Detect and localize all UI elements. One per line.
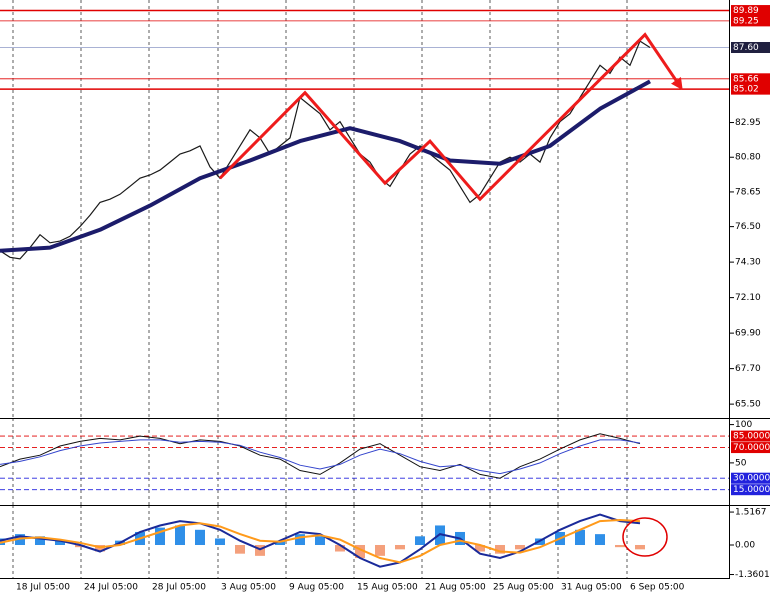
histogram-bar bbox=[215, 538, 225, 545]
y-tick-label: 74.30 bbox=[735, 258, 761, 268]
y-tick-label: 76.50 bbox=[735, 222, 761, 232]
x-tick-label: 21 Aug 05:00 bbox=[425, 583, 486, 593]
moving-average bbox=[0, 79, 651, 253]
histogram-bar bbox=[155, 527, 165, 545]
y-tick-label: 100 bbox=[735, 420, 752, 430]
y-tick-label: 67.70 bbox=[735, 364, 761, 374]
histogram-bar bbox=[595, 534, 605, 545]
last-price-box bbox=[731, 42, 770, 54]
x-tick-label: 31 Aug 05:00 bbox=[561, 583, 622, 593]
histogram-bar bbox=[315, 536, 325, 545]
y-tick-label: 72.10 bbox=[735, 293, 761, 303]
y-tick-label: 78.65 bbox=[735, 187, 761, 197]
level-label: 89.25 bbox=[733, 16, 759, 26]
indicator-line bbox=[0, 433, 641, 479]
level-label: 30.0000 bbox=[733, 474, 770, 484]
level-label-box bbox=[731, 5, 770, 17]
histogram-bar bbox=[35, 536, 45, 545]
level-label: 85.66 bbox=[733, 74, 759, 84]
level-label: 85.02 bbox=[733, 85, 759, 95]
level-label-box bbox=[731, 83, 770, 95]
histogram-bar bbox=[95, 544, 105, 552]
histogram-bar bbox=[475, 544, 485, 552]
histogram-bar bbox=[355, 544, 365, 559]
price-line bbox=[0, 40, 651, 260]
x-tick-label: 28 Jul 05:00 bbox=[152, 583, 206, 593]
y-tick-label: 69.90 bbox=[735, 329, 761, 339]
level-label: 85.0000 bbox=[733, 432, 770, 442]
level-label-box bbox=[731, 472, 770, 484]
y-tick-label: 82.95 bbox=[735, 118, 761, 128]
indicator-line bbox=[0, 439, 641, 475]
histogram-bar bbox=[275, 540, 285, 545]
histogram-bar bbox=[395, 544, 405, 550]
y-tick-label: -1.3601 bbox=[735, 570, 770, 580]
histogram-bar bbox=[75, 544, 85, 548]
histogram-bar bbox=[575, 529, 585, 545]
histogram-bar bbox=[235, 544, 245, 554]
level-label-box bbox=[731, 430, 770, 442]
histogram-bar bbox=[335, 544, 345, 552]
highlight-circle bbox=[622, 517, 668, 557]
histogram-bar bbox=[375, 544, 385, 556]
histogram-bar bbox=[195, 529, 205, 545]
level-label-box bbox=[731, 73, 770, 85]
x-tick-label: 18 Jul 05:00 bbox=[16, 583, 70, 593]
x-tick-label: 3 Aug 05:00 bbox=[221, 583, 276, 593]
level-label-box bbox=[731, 15, 770, 27]
y-tick-label: 0.00 bbox=[735, 540, 755, 550]
histogram-bar bbox=[55, 540, 65, 545]
histogram-bar bbox=[495, 544, 505, 554]
y-tick-label: 65.50 bbox=[735, 400, 761, 410]
histogram-bar bbox=[295, 534, 305, 545]
x-tick-label: 24 Jul 05:00 bbox=[84, 583, 138, 593]
y-tick-label: 80.80 bbox=[735, 153, 761, 163]
level-label-box bbox=[731, 442, 770, 454]
histogram-bar bbox=[175, 525, 185, 545]
histogram-bar bbox=[415, 536, 425, 545]
level-label: 70.0000 bbox=[733, 443, 770, 453]
level-label: 89.89 bbox=[733, 6, 759, 16]
histogram-bar bbox=[15, 534, 25, 545]
indicator-line bbox=[0, 513, 641, 568]
last-price-label: 87.60 bbox=[733, 43, 759, 53]
histogram-bar bbox=[615, 544, 625, 548]
zigzag-arrows bbox=[218, 32, 683, 202]
level-label-box bbox=[731, 484, 770, 496]
histogram-bar bbox=[515, 544, 525, 550]
histogram-bar bbox=[255, 544, 265, 556]
y-tick-label: 1.5167 bbox=[735, 508, 767, 518]
x-tick-label: 6 Sep 05:00 bbox=[630, 583, 685, 593]
x-tick-label: 15 Aug 05:00 bbox=[357, 583, 418, 593]
indicator-line bbox=[0, 518, 641, 564]
histogram-bar bbox=[635, 544, 645, 550]
x-tick-label: 25 Aug 05:00 bbox=[493, 583, 554, 593]
level-label: 15.0000 bbox=[733, 485, 770, 495]
y-tick-label: 50 bbox=[735, 458, 747, 468]
x-tick-label: 9 Aug 05:00 bbox=[289, 583, 344, 593]
